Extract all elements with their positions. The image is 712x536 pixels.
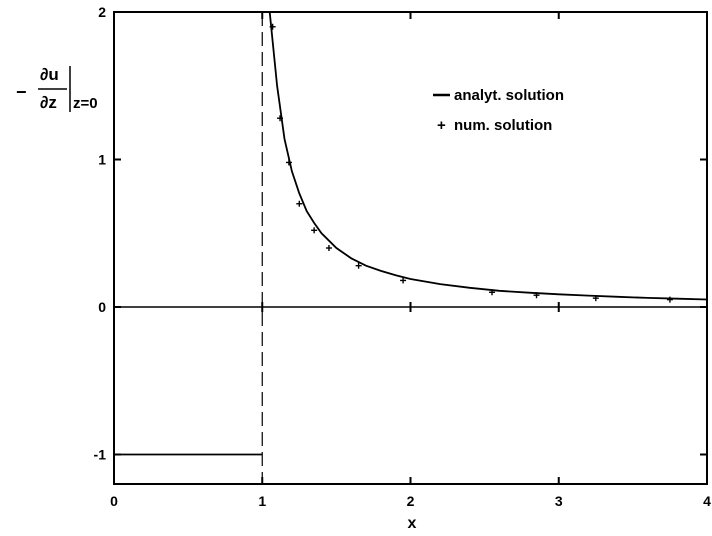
num-solution-point (489, 289, 496, 296)
y-label-prefix: − (16, 82, 27, 102)
legend-marker-swatch: + (437, 117, 446, 134)
x-tick-label: 3 (555, 493, 563, 509)
num-solution-point (400, 277, 407, 284)
num-solution-point (277, 115, 284, 122)
plot-frame (113, 11, 708, 485)
num-solution-point (533, 292, 540, 299)
y-label-subscript: z=0 (73, 95, 98, 112)
legend-label-analyt: analyt. solution (454, 87, 564, 104)
num-solution-point (285, 159, 292, 166)
legend: analyt. solution + num. solution (433, 87, 564, 134)
analyt-solution-line (268, 11, 708, 301)
y-label-denominator: ∂z (40, 93, 57, 112)
y-tick-label: 1 (98, 152, 106, 168)
y-tick-label: 0 (98, 299, 106, 315)
ticks: 0 1 2 3 4 -1 0 1 2 (94, 4, 712, 509)
y-axis-label: − ∂u ∂z z=0 (16, 65, 98, 112)
num-solution-point (666, 296, 673, 303)
num-solution-point (311, 227, 318, 234)
x-axis-label: x (408, 515, 417, 532)
series-layer (114, 11, 708, 456)
x-tick-label: 0 (110, 493, 118, 509)
x-tick-label: 1 (258, 493, 266, 509)
num-solution-point (269, 23, 276, 30)
num-solution-point (325, 245, 332, 251)
num-solution-point (296, 200, 303, 207)
y-tick-label: 2 (98, 4, 106, 20)
num-solution-point (592, 295, 599, 302)
legend-label-num: num. solution (454, 117, 552, 134)
x-tick-label: 4 (703, 493, 711, 509)
num-solution-point (355, 262, 362, 269)
y-tick-label: -1 (94, 447, 107, 463)
x-tick-label: 2 (407, 493, 415, 509)
y-label-numerator: ∂u (40, 65, 59, 84)
axes (113, 11, 708, 485)
